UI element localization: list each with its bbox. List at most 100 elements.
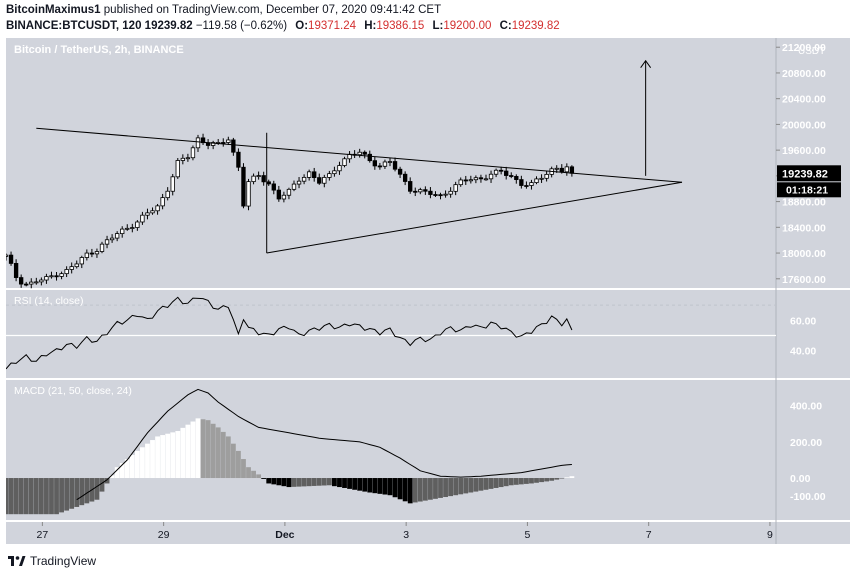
macd-histogram-bar [493, 478, 499, 488]
macd-histogram-bar [104, 478, 110, 484]
tradingview-brand[interactable]: TradingView [30, 554, 97, 568]
triangle-upper-line [36, 127, 683, 183]
macd-histogram-bar [8, 478, 14, 515]
candle [79, 257, 84, 265]
price-tick-label: 21200.00 [782, 42, 826, 54]
macd-pane-bg [6, 380, 850, 520]
open-value: 19371.24 [308, 20, 357, 32]
macd-histogram-bar [236, 450, 241, 479]
candle [458, 179, 463, 186]
candle [29, 281, 34, 285]
candle [392, 161, 398, 170]
candle [226, 139, 231, 143]
macd-histogram-bar [74, 478, 80, 507]
candle [362, 151, 367, 155]
macd-histogram-bar [59, 478, 64, 513]
x-tick-label: Dec [275, 529, 294, 541]
rsi-tick-label: 40.00 [790, 346, 816, 358]
macd-histogram-bar [518, 478, 524, 485]
candle [397, 168, 403, 175]
chart-title: Bitcoin / TetherUS, 2h, BINANCE [14, 44, 184, 56]
candle [180, 157, 186, 161]
rsi-line [5, 296, 573, 370]
price-scale-unit: USDT [798, 46, 825, 57]
macd-histogram-bar [503, 478, 509, 487]
macd-histogram-bar [190, 421, 196, 479]
publisher-name[interactable]: BitcoinMaximus1 [6, 4, 101, 16]
chart-canvas[interactable]: 21200.00 20800.00 20400.00 20000.00 19600.00… [3, 38, 850, 544]
candle [327, 173, 332, 178]
candle [190, 147, 196, 159]
macd-histogram-bar [448, 478, 454, 497]
candle [483, 178, 489, 181]
macd-histogram-bar [220, 431, 226, 479]
macd-histogram-bar [185, 424, 191, 479]
price-tick-label: 20000.00 [782, 119, 826, 131]
x-tick-label: 9 [767, 529, 773, 541]
candle [382, 161, 388, 167]
macd-line [76, 388, 572, 501]
chart-container[interactable]: 21200.00 20800.00 20400.00 20000.00 19600.00… [3, 38, 850, 544]
macd-histogram-bar [54, 478, 59, 515]
macd-histogram-bar [529, 478, 534, 484]
macd-histogram-bar [195, 418, 201, 479]
macd-histogram-bar [569, 476, 575, 479]
candle [246, 181, 251, 207]
candle [69, 266, 74, 270]
candle [433, 194, 438, 196]
candle [519, 179, 524, 186]
macd-histogram-bar [225, 436, 231, 479]
candle [387, 161, 393, 163]
macd-histogram-bar [513, 478, 519, 485]
macd-histogram-bar [433, 478, 438, 499]
candle [170, 176, 175, 192]
tradingview-logo-icon[interactable] [8, 554, 26, 568]
high-value: 19386.15 [376, 20, 425, 32]
macd-histogram-bar [478, 478, 484, 491]
x-axis-bg [6, 522, 850, 544]
candle [261, 175, 266, 183]
rsi-pane-bg [6, 290, 850, 378]
macd-histogram-bar [372, 478, 378, 494]
low-label: L: [432, 20, 444, 32]
countdown-label-bg [777, 182, 841, 198]
price-tick-label: 18000.00 [782, 248, 826, 260]
macd-histogram-bar [347, 478, 352, 489]
price-tick-label: 17600.00 [782, 274, 826, 286]
candle [544, 173, 549, 179]
macd-tick-label: -100.00 [790, 491, 826, 503]
macd-histogram-bar [64, 478, 70, 511]
last-price-label: 19239.82 [782, 168, 828, 180]
candle [236, 151, 241, 168]
macd-histogram-bar [281, 478, 287, 487]
macd-histogram-bar [114, 467, 120, 479]
macd-histogram-bar [539, 478, 544, 483]
candle [504, 170, 509, 176]
price-change: −119.58 (−0.62%) [195, 20, 288, 32]
candle [74, 263, 79, 268]
macd-histogram-bar [124, 459, 130, 479]
macd-histogram-bar [534, 478, 539, 483]
candle [256, 175, 261, 177]
macd-histogram-bar [392, 478, 398, 498]
candle [554, 167, 559, 170]
macd-histogram-bar [412, 478, 418, 503]
price-tick-label: 19600.00 [782, 145, 826, 157]
macd-histogram-bar [463, 478, 469, 494]
x-tick-label: 29 [158, 529, 170, 541]
target-arrow-head [640, 59, 652, 69]
macd-histogram-bar [246, 467, 251, 479]
macd-histogram-bar [266, 478, 272, 484]
candle [84, 252, 90, 258]
macd-histogram-bar [407, 478, 413, 504]
macd-histogram-bar [145, 443, 150, 479]
macd-histogram-bar [402, 478, 408, 502]
candle [342, 158, 347, 166]
macd-histogram-bar [291, 478, 297, 487]
macd-histogram-bar [428, 478, 433, 500]
last-price-label-bg [777, 165, 841, 182]
candle [306, 171, 312, 178]
candle [39, 279, 44, 283]
candle [104, 239, 110, 245]
candle [94, 251, 100, 255]
